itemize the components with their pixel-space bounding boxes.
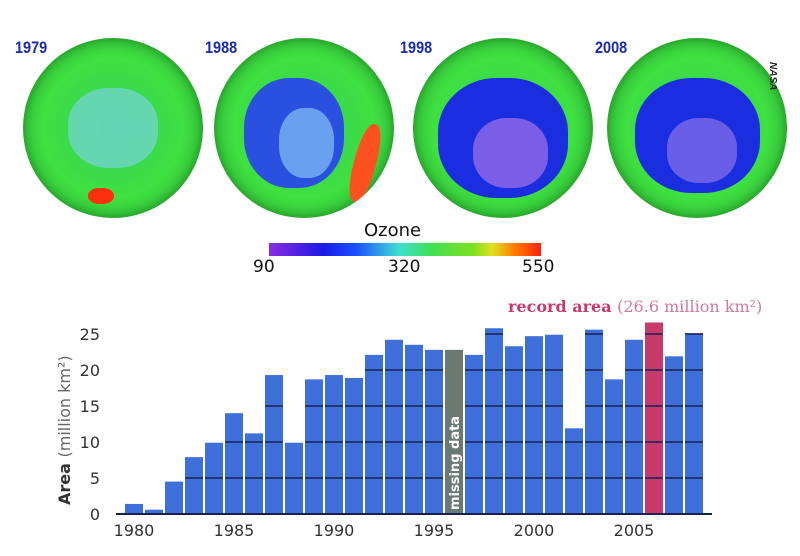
map-year-1988: 1988 [205, 38, 238, 57]
y-axis-label-unit: (million km²) [55, 355, 74, 457]
bar-2002 [565, 428, 583, 514]
y-tick-label: 0 [90, 505, 100, 524]
x-tick-label: 1995 [414, 521, 455, 540]
bar-1982 [165, 481, 183, 514]
ozone-map-2008 [607, 38, 787, 218]
x-tick-label: 1980 [114, 521, 155, 540]
y-axis-label-main: Area [55, 458, 74, 506]
y-tick-label: 10 [80, 433, 100, 452]
x-tick-label: 1990 [314, 521, 355, 540]
y-axis-label: Area (million km²) [55, 355, 74, 505]
map-year-1979: 1979 [15, 38, 48, 57]
bar-2000 [525, 336, 543, 514]
bar-1989 [305, 379, 323, 514]
y-tick-label: 15 [80, 397, 100, 416]
ozone-map-1979 [23, 38, 203, 218]
bar-1987 [265, 375, 283, 514]
y-tick-label: 5 [90, 469, 100, 488]
bar-1999 [505, 346, 523, 514]
bar-1990 [325, 375, 343, 514]
bar-2005 [625, 339, 643, 514]
y-tick-label: 25 [80, 325, 100, 344]
bar-2004 [605, 379, 623, 514]
missing-data-label: missing data [448, 416, 463, 510]
record-area-value: (26.6 million km²) [617, 297, 762, 316]
bar-2001 [545, 334, 563, 514]
bar-missing-1996 [445, 349, 463, 514]
record-area-label: record area [508, 297, 617, 316]
map-year-1998: 1998 [400, 38, 433, 57]
bar-2008 [685, 333, 703, 514]
colorbar-max-label: 550 [522, 257, 555, 277]
x-tick-label: 2005 [614, 521, 655, 540]
bar-2006 [645, 322, 663, 514]
map-year-2008: 2008 [595, 38, 628, 57]
bar-1983 [185, 457, 203, 514]
bar-1980 [125, 503, 143, 514]
bar-1986 [245, 433, 263, 514]
bar-1998 [485, 328, 503, 514]
x-tick-label: 1985 [214, 521, 255, 540]
bar-2003 [585, 329, 603, 514]
bar-1995 [425, 349, 443, 514]
bar-2007 [665, 356, 683, 514]
bar-1997 [465, 354, 483, 514]
bar-1993 [385, 339, 403, 514]
bar-1991 [345, 377, 363, 514]
record-area-annotation: record area (26.6 million km²) [508, 297, 762, 316]
colorbar-min-label: 90 [253, 257, 275, 277]
bar-1981 [145, 509, 163, 514]
colorbar-title: Ozone [364, 220, 422, 241]
ozone-map-1988 [214, 38, 394, 218]
bar-1994 [405, 344, 423, 514]
bar-1985 [225, 413, 243, 514]
x-tick-label: 2000 [514, 521, 555, 540]
colorbar-mid-label: 320 [388, 257, 421, 277]
ozone-map-1998 [413, 38, 593, 218]
ozone-colorbar [269, 243, 541, 256]
bar-1992 [365, 354, 383, 514]
y-tick-label: 20 [80, 361, 100, 380]
